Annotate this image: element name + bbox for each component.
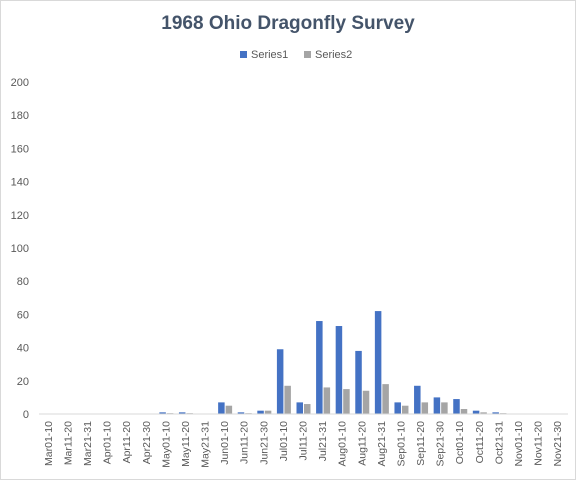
x-tick-label: May11-20 (180, 421, 192, 467)
legend: Series1 Series2 (240, 49, 352, 61)
bar-series2-aug01-10 (343, 389, 350, 414)
x-tick-label: Jun21-30 (258, 421, 270, 465)
x-tick-label: Sep01-10 (395, 421, 407, 467)
y-axis: 0 20 40 60 80 100 120 140 160 180 200 (11, 77, 29, 421)
bar-series1-oct01-10 (453, 399, 460, 414)
x-tick-label: Jun01-10 (219, 421, 231, 465)
x-tick-label: Oct11-20 (474, 421, 486, 464)
bar-series1-aug01-10 (335, 326, 343, 414)
x-tick-label: Apr21-30 (141, 421, 153, 464)
y-tick-label: 60 (17, 309, 29, 321)
x-tick-label: Sep21-30 (435, 421, 447, 467)
x-tick-label: Mar11-20 (62, 421, 74, 465)
x-tick-label: Jun11-20 (239, 421, 251, 464)
y-tick-label: 200 (11, 77, 29, 89)
x-axis: Mar01-10 Mar11-20 Mar21-31 Apr01-10 Apr11-20… (43, 421, 564, 468)
x-tick-label: Aug11-20 (356, 421, 368, 466)
x-tick-label: May01-10 (160, 421, 172, 468)
y-tick-label: 80 (17, 276, 29, 288)
y-tick-label: 100 (11, 243, 29, 255)
x-tick-label: Jul01-10 (278, 421, 290, 461)
bar-series1-jun01-10 (218, 402, 225, 414)
bar-series1-may11-20 (178, 412, 186, 414)
x-tick-label: Nov01-10 (513, 421, 525, 467)
bar-series1-may01-10 (159, 412, 166, 414)
x-tick-label: Nov11-20 (533, 421, 545, 466)
bar-series2-jul01-10 (284, 385, 291, 414)
x-tick-label: May21-31 (200, 421, 212, 468)
bar-series2-jul11-20 (304, 404, 311, 414)
bar-series2-sep01-10 (401, 405, 409, 414)
bar-series2-jun21-30 (264, 410, 272, 414)
x-tick-label: Apr01-10 (102, 421, 114, 464)
x-tick-label: Oct21-31 (493, 421, 505, 464)
bar-series1-sep21-30 (433, 397, 441, 414)
bar-series1-jun21-30 (257, 410, 264, 414)
x-tick-label: Jul21-31 (317, 421, 329, 461)
bar-series2-sep11-20 (421, 402, 429, 414)
bar-series2-oct01-10 (460, 409, 468, 414)
bar-series2-jul21-31 (323, 387, 331, 414)
legend-swatch-1 (240, 51, 247, 58)
bar-series1-oct11-20 (472, 410, 480, 414)
bars (159, 311, 507, 414)
y-tick-label: 120 (11, 210, 29, 222)
chart-title: 1968 Ohio Dragonfly Survey (161, 13, 415, 34)
bar-series2-jun01-10 (225, 405, 233, 414)
bar-series2-oct11-20 (480, 412, 487, 414)
x-tick-label: Mar01-10 (43, 421, 55, 466)
bar-series1-jul01-10 (276, 349, 284, 414)
y-tick-label: 180 (11, 110, 29, 122)
legend-swatch-2 (304, 51, 311, 58)
bar-series2-aug21-31 (382, 384, 389, 414)
bar-series1-aug21-31 (374, 311, 382, 414)
x-tick-label: Apr11-20 (121, 421, 133, 464)
x-tick-label: Aug01-10 (337, 421, 349, 467)
bar-series2-sep21-30 (441, 402, 448, 414)
legend-label-1: Series1 (251, 49, 288, 61)
x-tick-label: Aug21-31 (376, 421, 388, 467)
bar-series1-aug11-20 (355, 350, 362, 414)
y-tick-label: 160 (11, 143, 29, 155)
bar-series1-jun11-20 (237, 412, 245, 414)
x-tick-label: Sep11-20 (415, 421, 427, 466)
bar-series1-sep01-10 (394, 402, 401, 414)
y-tick-label: 40 (17, 343, 29, 355)
y-tick-label: 0 (23, 409, 29, 421)
y-tick-label: 140 (11, 177, 29, 189)
x-tick-label: Jul11-20 (298, 421, 310, 461)
x-tick-label: Nov21-30 (552, 421, 564, 467)
legend-label-2: Series2 (315, 49, 352, 61)
x-tick-label: Mar21-31 (82, 421, 94, 466)
bar-series1-jul11-20 (296, 402, 303, 414)
bar-series1-sep11-20 (414, 385, 421, 414)
bar-series2-aug11-20 (362, 390, 370, 414)
y-tick-label: 20 (17, 376, 29, 388)
x-tick-label: Oct01-10 (454, 421, 466, 464)
bar-series1-jul21-31 (316, 321, 323, 414)
bar-series1-oct21-31 (492, 412, 499, 414)
